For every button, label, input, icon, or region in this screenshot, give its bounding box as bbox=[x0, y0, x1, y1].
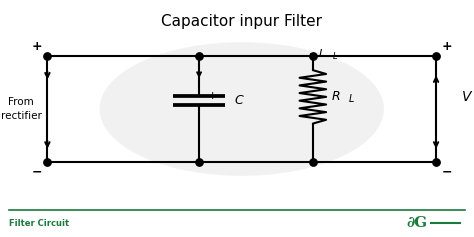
Text: V: V bbox=[462, 90, 472, 104]
Text: −: − bbox=[32, 165, 42, 178]
Text: +: + bbox=[32, 40, 42, 53]
Point bbox=[432, 161, 440, 164]
Point bbox=[309, 54, 317, 58]
Point bbox=[195, 161, 203, 164]
Text: +: + bbox=[441, 40, 452, 53]
Point bbox=[309, 161, 317, 164]
Point bbox=[195, 54, 203, 58]
Text: −: − bbox=[206, 99, 217, 112]
Text: Filter Circuit: Filter Circuit bbox=[9, 219, 70, 228]
Point bbox=[44, 54, 51, 58]
Point bbox=[44, 161, 51, 164]
Text: Capacitor inpur Filter: Capacitor inpur Filter bbox=[161, 14, 322, 29]
Text: −: − bbox=[441, 165, 452, 178]
Text: I: I bbox=[319, 49, 322, 59]
Text: R: R bbox=[332, 90, 340, 103]
Text: C: C bbox=[235, 94, 243, 107]
Text: L: L bbox=[348, 94, 354, 104]
Point bbox=[432, 54, 440, 58]
Text: L: L bbox=[333, 52, 337, 61]
Text: +: + bbox=[208, 91, 217, 101]
Text: From
rectifier: From rectifier bbox=[1, 97, 42, 121]
Ellipse shape bbox=[100, 42, 384, 176]
Text: ∂G: ∂G bbox=[407, 216, 428, 230]
